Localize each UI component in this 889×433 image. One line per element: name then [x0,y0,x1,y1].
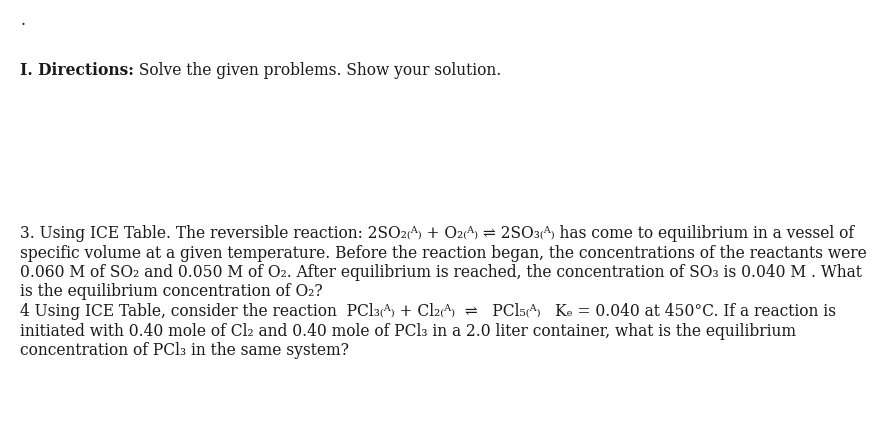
Text: concentration of PCl₃ in the same system?: concentration of PCl₃ in the same system… [20,342,349,359]
Text: specific volume at a given temperature. Before the reaction began, the concentra: specific volume at a given temperature. … [20,245,867,262]
Text: I. Directions:: I. Directions: [20,62,134,79]
Text: 0.060 M of SO₂ and 0.050 M of O₂. After equilibrium is reached, the concentratio: 0.060 M of SO₂ and 0.050 M of O₂. After … [20,264,861,281]
Text: .: . [20,12,25,29]
Text: 4 Using ICE Table, consider the reaction  PCl₃₍ᴬ₎ + Cl₂₍ᴬ₎  ⇌   PCl₅₍ᴬ₎   Kₑ = 0: 4 Using ICE Table, consider the reaction… [20,303,836,320]
Text: initiated with 0.40 mole of Cl₂ and 0.40 mole of PCl₃ in a 2.0 liter container, : initiated with 0.40 mole of Cl₂ and 0.40… [20,323,796,339]
Text: 3. Using ICE Table. The reversible reaction: 2SO₂₍ᴬ₎ + O₂₍ᴬ₎ ⇌ 2SO₃₍ᴬ₎ has come : 3. Using ICE Table. The reversible react… [20,225,854,242]
Text: Solve the given problems. Show your solution.: Solve the given problems. Show your solu… [134,62,501,79]
Text: is the equilibrium concentration of O₂?: is the equilibrium concentration of O₂? [20,284,323,301]
